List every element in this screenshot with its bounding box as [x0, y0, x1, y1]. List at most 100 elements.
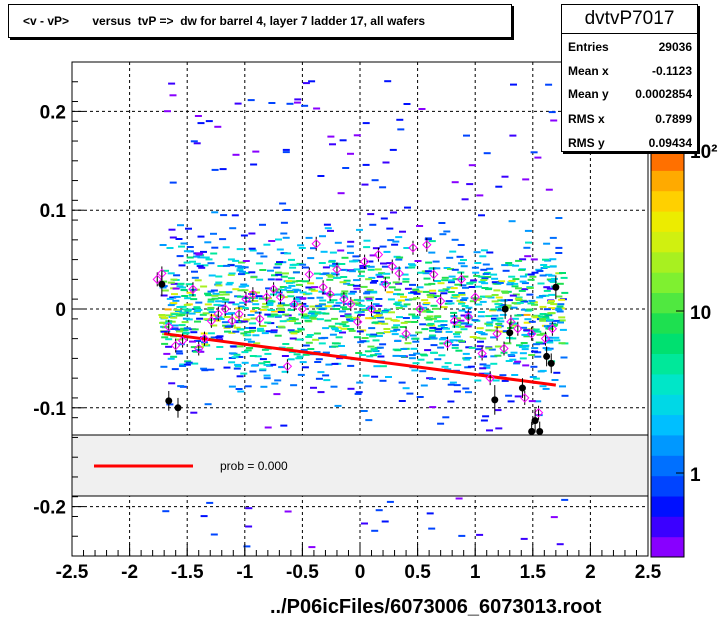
density-cell — [266, 299, 274, 302]
profile-point-magenta — [194, 343, 204, 354]
density-cell — [335, 336, 343, 339]
density-cell — [516, 301, 524, 304]
density-cell — [290, 305, 298, 308]
density-cell — [347, 152, 354, 155]
density-cell — [211, 211, 219, 214]
density-cell — [239, 270, 246, 273]
density-cell — [376, 346, 384, 349]
density-cell — [168, 228, 176, 231]
density-cell — [378, 272, 386, 275]
density-cell — [461, 305, 469, 307]
density-cell — [375, 304, 383, 307]
density-cell — [451, 268, 459, 271]
density-cell — [483, 366, 491, 369]
density-cell — [259, 269, 267, 271]
density-cell — [347, 328, 355, 330]
axes: -2.5 -2 -1.5 -1 -0.5 0 0.5 1 1.5 2 2.5 -0.2 -0.1 0 0.1… — [33, 61, 662, 583]
density-cell — [404, 206, 411, 209]
profile-point-magenta — [177, 335, 188, 346]
density-cell — [237, 266, 245, 269]
density-cell — [548, 307, 556, 310]
density-cell — [426, 361, 434, 364]
density-cell — [193, 262, 201, 265]
density-cell — [199, 313, 207, 316]
density-cell — [335, 301, 343, 304]
density-cell — [366, 333, 373, 336]
density-cell — [460, 259, 467, 261]
density-cell — [167, 272, 175, 275]
density-cell — [510, 351, 518, 354]
density-cell — [408, 263, 415, 266]
density-cell — [292, 271, 300, 274]
density-cell — [352, 302, 360, 305]
density-cell — [302, 344, 310, 347]
density-cell — [392, 354, 400, 357]
density-cell — [363, 239, 371, 242]
density-cell — [549, 236, 557, 239]
density-cell — [162, 269, 169, 272]
density-cell — [518, 289, 526, 292]
density-cell — [305, 292, 313, 295]
density-cell — [512, 293, 520, 296]
density-cell — [318, 337, 326, 340]
density-cell — [471, 319, 479, 322]
density-cell — [250, 276, 258, 279]
density-cell — [248, 232, 256, 235]
density-cell — [377, 320, 385, 323]
density-cell — [528, 320, 536, 323]
density-cell — [234, 365, 242, 368]
density-cell — [282, 313, 290, 316]
density-cell — [495, 322, 503, 325]
density-cell — [249, 326, 256, 329]
density-cell — [168, 82, 176, 85]
density-cell — [374, 268, 382, 271]
density-cell — [355, 352, 363, 354]
density-cell — [280, 252, 288, 255]
color-scale-segment — [651, 251, 684, 273]
density-cell — [531, 350, 538, 353]
density-cell — [288, 284, 296, 287]
density-cell — [376, 275, 384, 278]
density-cell — [248, 271, 256, 274]
density-cell — [273, 266, 281, 269]
density-cell — [496, 317, 504, 320]
density-cell — [429, 334, 437, 337]
density-cell — [490, 273, 498, 276]
density-cell — [411, 321, 419, 323]
density-cell — [309, 315, 317, 318]
profile-point-magenta — [261, 292, 272, 302]
density-cell — [447, 268, 454, 270]
density-cell — [171, 368, 179, 371]
density-cell — [502, 269, 510, 272]
density-cell — [426, 512, 434, 515]
density-cell — [190, 288, 198, 291]
density-cell — [271, 382, 279, 385]
density-cell — [286, 289, 294, 292]
density-cell — [176, 255, 184, 258]
density-cell — [244, 385, 252, 388]
density-cell — [538, 295, 546, 297]
density-cell — [532, 377, 540, 380]
density-cell — [240, 234, 248, 237]
x-tick-label: -0.5 — [286, 562, 319, 583]
color-scale-segment — [651, 434, 684, 456]
density-cell — [371, 529, 379, 532]
density-cell — [458, 534, 466, 537]
density-cell — [476, 533, 484, 536]
density-cell — [437, 282, 445, 285]
density-cell — [536, 270, 544, 272]
density-cell — [184, 360, 192, 363]
density-cell — [499, 374, 507, 377]
density-cell — [401, 273, 409, 276]
y-tick-label: 0.1 — [40, 201, 67, 222]
density-cell — [412, 340, 420, 343]
color-scale-segment — [651, 495, 684, 517]
density-cell — [511, 374, 519, 376]
density-cell — [217, 297, 225, 300]
density-cell — [326, 274, 333, 277]
density-cell — [456, 278, 464, 281]
density-cell — [310, 386, 317, 389]
density-cell — [228, 385, 236, 388]
density-cell — [293, 353, 301, 356]
density-cell — [318, 342, 326, 345]
